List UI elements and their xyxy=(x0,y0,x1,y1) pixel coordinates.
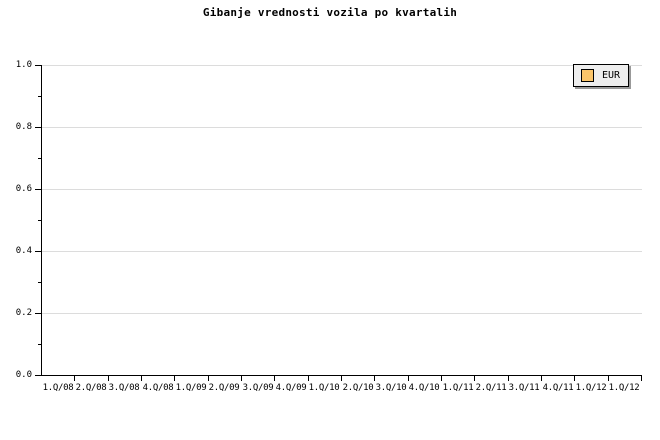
x-tick-6 xyxy=(241,376,242,381)
chart-title: Gibanje vrednosti vozila po kvartalih xyxy=(202,6,458,19)
x-tick-4 xyxy=(174,376,175,381)
y-tick-0.2 xyxy=(35,313,41,314)
y-tick-label-1: 1.0 xyxy=(15,60,32,70)
y-tick-label-0.2: 0.2 xyxy=(15,308,32,318)
legend-swatch-eur xyxy=(581,69,594,82)
y-tick-label-0: 0.0 xyxy=(15,370,32,380)
x-tick-9 xyxy=(341,376,342,381)
x-tick-label-16: 1.Q/12 xyxy=(575,383,607,393)
y-tick-0.4 xyxy=(35,251,41,252)
x-tick-label-3: 4.Q/08 xyxy=(142,383,174,393)
gridline-y-0.4 xyxy=(42,251,642,252)
gridline-y-0.2 xyxy=(42,313,642,314)
y-minor-tick-0.7 xyxy=(38,158,41,159)
x-tick-11 xyxy=(408,376,409,381)
y-tick-0.8 xyxy=(35,127,41,128)
legend-label-eur: EUR xyxy=(602,70,621,81)
x-tick-label-10: 3.Q/10 xyxy=(375,383,407,393)
x-tick-3 xyxy=(141,376,142,381)
x-tick-13 xyxy=(474,376,475,381)
plot-area xyxy=(41,65,642,376)
x-tick-label-5: 2.Q/09 xyxy=(208,383,240,393)
x-tick-label-2: 3.Q/08 xyxy=(108,383,140,393)
x-tick-label-12: 1.Q/11 xyxy=(442,383,474,393)
x-tick-label-7: 4.Q/09 xyxy=(275,383,307,393)
x-tick-5 xyxy=(208,376,209,381)
x-tick-label-1: 2.Q/08 xyxy=(75,383,107,393)
gridline-y-1 xyxy=(42,65,642,66)
y-tick-label-0.4: 0.4 xyxy=(15,246,32,256)
x-tick-2 xyxy=(108,376,109,381)
x-tick-label-14: 3.Q/11 xyxy=(508,383,540,393)
x-tick-label-9: 2.Q/10 xyxy=(342,383,374,393)
x-tick-label-8: 1.Q/10 xyxy=(308,383,340,393)
y-tick-1 xyxy=(35,65,41,66)
x-tick-15 xyxy=(541,376,542,381)
y-minor-tick-0.5 xyxy=(38,220,41,221)
x-tick-12 xyxy=(441,376,442,381)
x-tick-label-15: 4.Q/11 xyxy=(542,383,574,393)
gridline-y-0.8 xyxy=(42,127,642,128)
x-tick-16 xyxy=(574,376,575,381)
x-tick-10 xyxy=(374,376,375,381)
y-minor-tick-0.9 xyxy=(38,96,41,97)
y-tick-0 xyxy=(35,375,41,376)
y-minor-tick-0.3 xyxy=(38,282,41,283)
x-tick-8 xyxy=(308,376,309,381)
x-tick-1 xyxy=(74,376,75,381)
x-tick-label-13: 2.Q/11 xyxy=(475,383,507,393)
x-tick-17 xyxy=(608,376,609,381)
legend: EUR xyxy=(573,64,630,87)
y-tick-0.6 xyxy=(35,189,41,190)
x-tick-label-11: 4.Q/10 xyxy=(408,383,440,393)
y-minor-tick-0.1 xyxy=(38,344,41,345)
x-tick-label-0: 1.Q/08 xyxy=(42,383,74,393)
y-tick-label-0.8: 0.8 xyxy=(15,122,32,132)
x-tick-7 xyxy=(274,376,275,381)
x-tick-label-6: 3.Q/09 xyxy=(242,383,274,393)
y-tick-label-0.6: 0.6 xyxy=(15,184,32,194)
x-tick-18 xyxy=(641,376,642,381)
x-tick-14 xyxy=(508,376,509,381)
x-tick-label-17: 1.Q/12 xyxy=(608,383,640,393)
gridline-y-0.6 xyxy=(42,189,642,190)
x-tick-label-4: 1.Q/09 xyxy=(175,383,207,393)
